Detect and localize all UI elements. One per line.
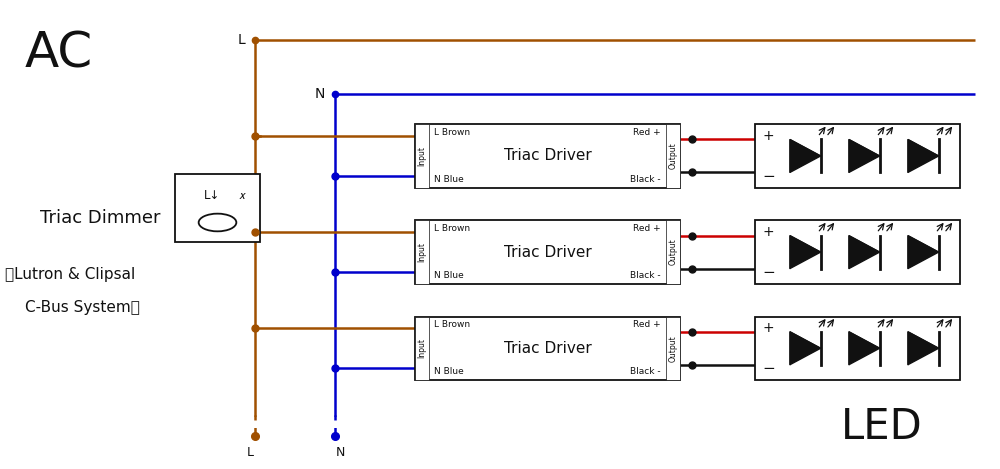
Text: Black -: Black - bbox=[630, 271, 661, 280]
Text: Triac Dimmer: Triac Dimmer bbox=[40, 209, 160, 227]
Text: L: L bbox=[246, 446, 254, 459]
Text: Red +: Red + bbox=[633, 128, 661, 137]
Polygon shape bbox=[790, 235, 821, 269]
Text: L Brown: L Brown bbox=[434, 128, 470, 137]
Text: Input: Input bbox=[418, 146, 426, 166]
Polygon shape bbox=[790, 139, 821, 173]
Bar bbox=[415, 317, 680, 380]
Text: （Lutron & Clipsal: （Lutron & Clipsal bbox=[5, 267, 135, 282]
Text: L Brown: L Brown bbox=[434, 320, 470, 329]
Text: −: − bbox=[762, 361, 775, 376]
Text: C-Bus System）: C-Bus System） bbox=[25, 300, 140, 315]
Polygon shape bbox=[849, 235, 880, 269]
Bar bbox=[666, 317, 680, 380]
Bar bbox=[175, 174, 260, 242]
Text: Output: Output bbox=[668, 239, 677, 265]
Bar bbox=[666, 220, 680, 284]
Text: +: + bbox=[762, 225, 774, 239]
Text: Input: Input bbox=[418, 338, 426, 358]
Text: N: N bbox=[335, 446, 345, 459]
Text: +: + bbox=[762, 321, 774, 335]
Polygon shape bbox=[849, 139, 880, 173]
Bar bbox=[415, 317, 429, 380]
Text: Input: Input bbox=[418, 242, 426, 262]
Text: LED: LED bbox=[841, 406, 923, 448]
Text: Output: Output bbox=[668, 143, 677, 169]
Polygon shape bbox=[908, 332, 939, 365]
Text: +: + bbox=[762, 129, 774, 143]
Bar bbox=[755, 220, 960, 284]
Text: Triac Driver: Triac Driver bbox=[504, 341, 591, 356]
Text: Red +: Red + bbox=[633, 224, 661, 233]
Text: Black -: Black - bbox=[630, 175, 661, 184]
Bar bbox=[755, 124, 960, 188]
Polygon shape bbox=[908, 235, 939, 269]
Text: −: − bbox=[762, 169, 775, 184]
Text: L: L bbox=[237, 33, 245, 47]
Text: N Blue: N Blue bbox=[434, 175, 464, 184]
Text: Triac Driver: Triac Driver bbox=[504, 245, 591, 259]
Polygon shape bbox=[849, 332, 880, 365]
Polygon shape bbox=[908, 139, 939, 173]
Polygon shape bbox=[790, 332, 821, 365]
Text: $\mathcal{x}$: $\mathcal{x}$ bbox=[238, 189, 247, 202]
Bar bbox=[415, 220, 680, 284]
Bar bbox=[755, 317, 960, 380]
Text: L Brown: L Brown bbox=[434, 224, 470, 233]
Bar bbox=[415, 220, 429, 284]
Text: N Blue: N Blue bbox=[434, 367, 464, 376]
Text: Red +: Red + bbox=[633, 320, 661, 329]
Text: Output: Output bbox=[668, 335, 677, 362]
Text: Black -: Black - bbox=[630, 367, 661, 376]
Bar bbox=[666, 124, 680, 188]
Bar bbox=[415, 124, 429, 188]
Text: L↓: L↓ bbox=[204, 189, 221, 202]
Text: Triac Driver: Triac Driver bbox=[504, 149, 591, 163]
Text: N Blue: N Blue bbox=[434, 271, 464, 280]
Text: AC: AC bbox=[25, 30, 93, 78]
Bar bbox=[415, 124, 680, 188]
Text: −: − bbox=[762, 265, 775, 280]
Text: N: N bbox=[315, 87, 325, 101]
